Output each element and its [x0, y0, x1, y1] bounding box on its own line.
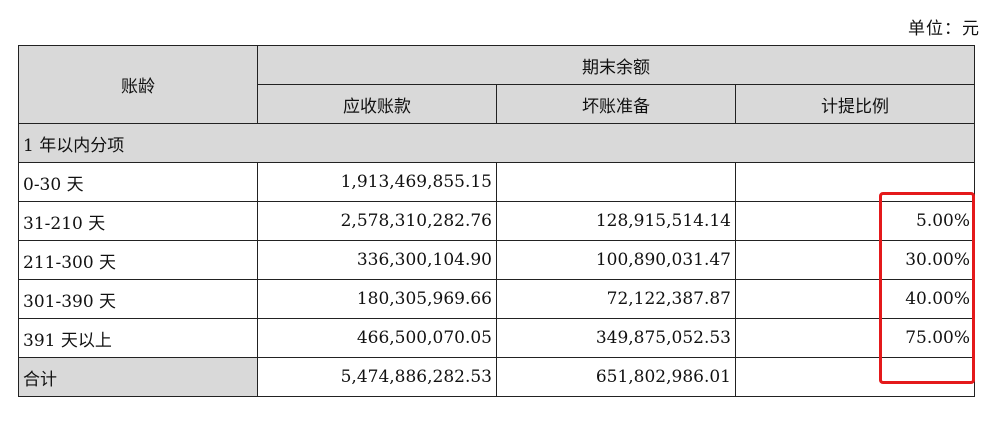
section-row: 1 年以内分项: [17, 123, 976, 163]
row-label: 391 天以上: [18, 318, 258, 358]
header-row-2: 应收账款 坏账准备 计提比例: [19, 84, 976, 124]
row-label: 301-390 天: [18, 279, 258, 319]
row-receivable: 180,305,969.66: [257, 279, 497, 319]
header-ending-balance: 期末余额: [256, 45, 976, 85]
total-bad-debt: 651,802,986.01: [496, 357, 736, 397]
total-row: 合计 5,474,886,282.53 651,802,986.01: [18, 357, 976, 397]
row-ratio: 30.00%: [734, 240, 976, 280]
row-receivable: 2,578,310,282.76: [257, 201, 497, 241]
total-ratio: [734, 357, 976, 397]
row-ratio: 75.00%: [734, 318, 976, 358]
row-ratio: 40.00%: [734, 279, 976, 319]
table-row: 301-390 天 180,305,969.66 72,122,387.87 4…: [18, 279, 976, 319]
row-label: 211-300 天: [18, 240, 258, 280]
row-receivable: 466,500,070.05: [257, 318, 497, 358]
row-bad-debt: 349,875,052.53: [496, 318, 736, 358]
row-ratio: 5.00%: [734, 201, 976, 241]
row-label: 31-210 天: [18, 201, 258, 241]
table-row: 0-30 天 1,913,469,855.15: [18, 162, 976, 202]
total-label: 合计: [18, 357, 258, 397]
table-row: 211-300 天 336,300,104.90 100,890,031.47 …: [18, 240, 976, 280]
row-ratio: [734, 162, 976, 202]
table-row: 31-210 天 2,578,310,282.76 128,915,514.14…: [18, 201, 976, 241]
section-title: 1 年以内分项: [17, 123, 976, 163]
row-bad-debt: 128,915,514.14: [496, 201, 736, 241]
header-row-1: 账龄 期末余额: [18, 45, 976, 124]
total-receivable: 5,474,886,282.53: [257, 357, 497, 397]
row-bad-debt: 72,122,387.87: [496, 279, 736, 319]
row-receivable: 336,300,104.90: [257, 240, 497, 280]
aging-table: 账龄 期末余额 应收账款 坏账准备 计提比例 1 年以内分项 0-30 天 1,…: [17, 45, 976, 397]
row-bad-debt: 100,890,031.47: [496, 240, 736, 280]
row-label: 0-30 天: [18, 162, 258, 202]
header-bad-debt: 坏账准备: [496, 84, 736, 124]
table-row: 391 天以上 466,500,070.05 349,875,052.53 75…: [18, 318, 976, 358]
row-receivable: 1,913,469,855.15: [257, 162, 497, 202]
header-aging: 账龄: [18, 45, 258, 124]
row-bad-debt: [496, 162, 736, 202]
header-ratio: 计提比例: [734, 84, 976, 124]
unit-label: 单位：元: [908, 19, 980, 39]
header-receivable: 应收账款: [257, 84, 497, 124]
